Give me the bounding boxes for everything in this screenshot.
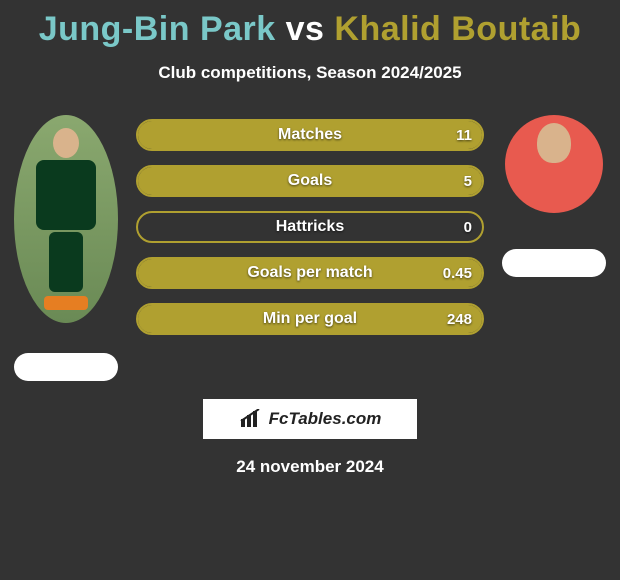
brand-chart-icon	[239, 409, 263, 429]
stat-bars: Matches 11 Goals 5 Hattricks 0 Goals per…	[136, 119, 484, 349]
brand-badge[interactable]: FcTables.com	[203, 399, 417, 439]
subtitle: Club competitions, Season 2024/2025	[0, 63, 620, 83]
player-left	[10, 115, 122, 381]
stat-bar-hattricks: Hattricks 0	[136, 211, 484, 243]
player-left-avatar	[14, 115, 118, 323]
stat-label: Matches	[138, 121, 482, 149]
stat-value-right: 0	[464, 213, 472, 241]
stat-bar-goals: Goals 5	[136, 165, 484, 197]
stat-value-right: 248	[447, 305, 472, 333]
page-root: Jung-Bin Park vs Khalid Boutaib Club com…	[0, 0, 620, 580]
stat-bar-mpg: Min per goal 248	[136, 303, 484, 335]
page-title: Jung-Bin Park vs Khalid Boutaib	[0, 0, 620, 49]
player-right-avatar	[505, 115, 603, 213]
title-player1: Jung-Bin Park	[39, 10, 276, 48]
stat-value-right: 0.45	[443, 259, 472, 287]
player-left-figure	[36, 128, 96, 310]
title-vs: vs	[286, 10, 325, 48]
stat-value-right: 11	[456, 121, 472, 149]
brand-text: FcTables.com	[269, 409, 382, 429]
player-left-namepill	[14, 353, 118, 381]
stat-bar-gpm: Goals per match 0.45	[136, 257, 484, 289]
title-player2: Khalid Boutaib	[334, 10, 581, 48]
stat-label: Min per goal	[138, 305, 482, 333]
stat-value-right: 5	[464, 167, 472, 195]
stat-label: Hattricks	[138, 213, 482, 241]
date: 24 november 2024	[0, 457, 620, 477]
stat-bar-matches: Matches 11	[136, 119, 484, 151]
player-right-head	[537, 123, 571, 163]
stat-label: Goals	[138, 167, 482, 195]
content-area: Matches 11 Goals 5 Hattricks 0 Goals per…	[0, 115, 620, 395]
stat-label: Goals per match	[138, 259, 482, 287]
player-right	[498, 115, 610, 277]
player-right-namepill	[502, 249, 606, 277]
